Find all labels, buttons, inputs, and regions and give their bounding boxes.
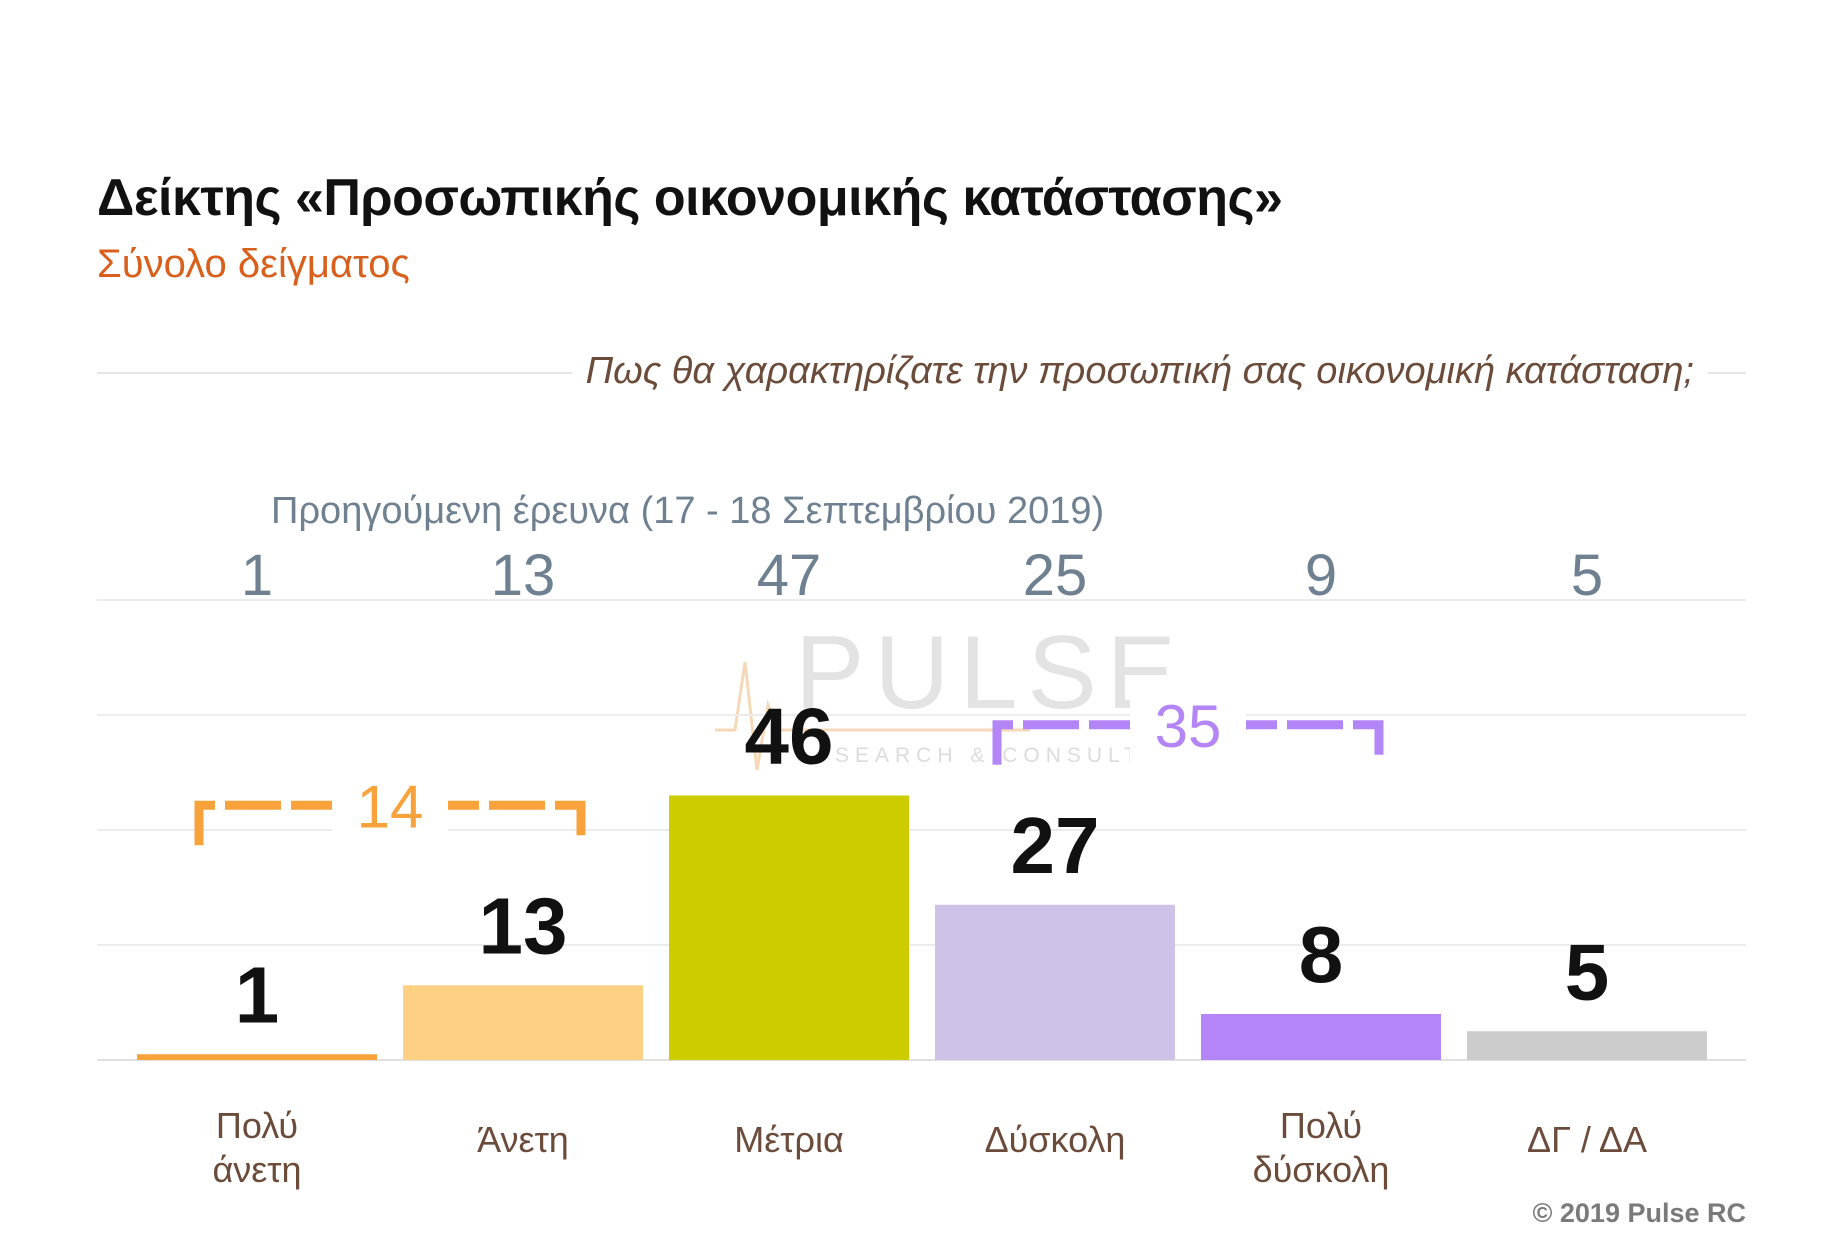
previous-value: 1 xyxy=(241,543,273,608)
brackets: 14 35 xyxy=(194,684,1384,846)
bracket-label-bg xyxy=(332,765,448,846)
bracket-label-bg xyxy=(1130,684,1246,765)
value-labels: 1 13 46 27 8 5 xyxy=(235,692,1610,1040)
category-label-line: Άνετη xyxy=(477,1119,569,1160)
category-label-line: Πολύ xyxy=(1280,1105,1362,1146)
pulse-watermark: PULSE SEARCH & CONSULTING xyxy=(715,615,1198,771)
survey-question: Πως θα χαρακτηρίζατε την προσωπική σας ο… xyxy=(571,350,1708,393)
category-label-line: άνετη xyxy=(212,1149,301,1190)
category-label: ΔΓ / ΔΑ xyxy=(1527,1119,1647,1160)
category-label: Δύσκολη xyxy=(985,1119,1126,1160)
value-label: 13 xyxy=(479,881,568,970)
category-label-line: Πολύ xyxy=(216,1105,298,1146)
previous-value: 25 xyxy=(1023,543,1088,608)
bar xyxy=(669,795,909,1060)
category-label-line: Δύσκολη xyxy=(985,1119,1126,1160)
bar xyxy=(1467,1031,1707,1060)
bars xyxy=(137,795,1707,1060)
previous-value: 9 xyxy=(1305,543,1337,608)
category-label: Πολύ άνετη xyxy=(212,1105,301,1190)
watermark-sub: SEARCH & CONSULTING xyxy=(835,744,1198,767)
value-label: 27 xyxy=(1011,801,1100,890)
bar xyxy=(1201,1014,1441,1060)
bracket: 14 xyxy=(194,765,586,846)
previous-value: 47 xyxy=(757,543,822,608)
value-label: 46 xyxy=(745,692,834,781)
category-label-line: ΔΓ / ΔΑ xyxy=(1527,1119,1647,1160)
previous-value: 13 xyxy=(491,543,556,608)
bar xyxy=(935,904,1175,1060)
bracket-value: 14 xyxy=(357,773,424,840)
previous-values: 1 13 47 25 9 5 xyxy=(241,543,1603,608)
previous-survey-caption: Προηγούμενη έρευνα (17 - 18 Σεπτεμβρίου … xyxy=(271,490,1105,532)
category-label: Πολύ δύσκολη xyxy=(1253,1105,1390,1190)
bar xyxy=(403,985,643,1060)
category-label-line: δύσκολη xyxy=(1253,1149,1390,1190)
category-label-line: Μέτρια xyxy=(734,1119,844,1160)
bracket-value: 35 xyxy=(1155,693,1222,760)
watermark-pulse-icon xyxy=(715,661,1030,771)
watermark-main: PULSE xyxy=(795,615,1186,731)
category-label: Μέτρια xyxy=(734,1119,844,1160)
value-label: 8 xyxy=(1299,910,1344,999)
category-label: Άνετη xyxy=(477,1119,569,1160)
value-label: 1 xyxy=(235,950,280,1039)
copyright: © 2019 Pulse RC xyxy=(1532,1198,1747,1228)
previous-value: 5 xyxy=(1571,543,1603,608)
chart-title: Δείκτης «Προσωπικής οικονομικής κατάστασ… xyxy=(97,169,1283,227)
bar xyxy=(137,1054,377,1060)
bracket: 35 xyxy=(992,684,1384,765)
value-label: 5 xyxy=(1565,927,1610,1016)
chart-subtitle: Σύνολο δείγματος xyxy=(97,242,410,286)
